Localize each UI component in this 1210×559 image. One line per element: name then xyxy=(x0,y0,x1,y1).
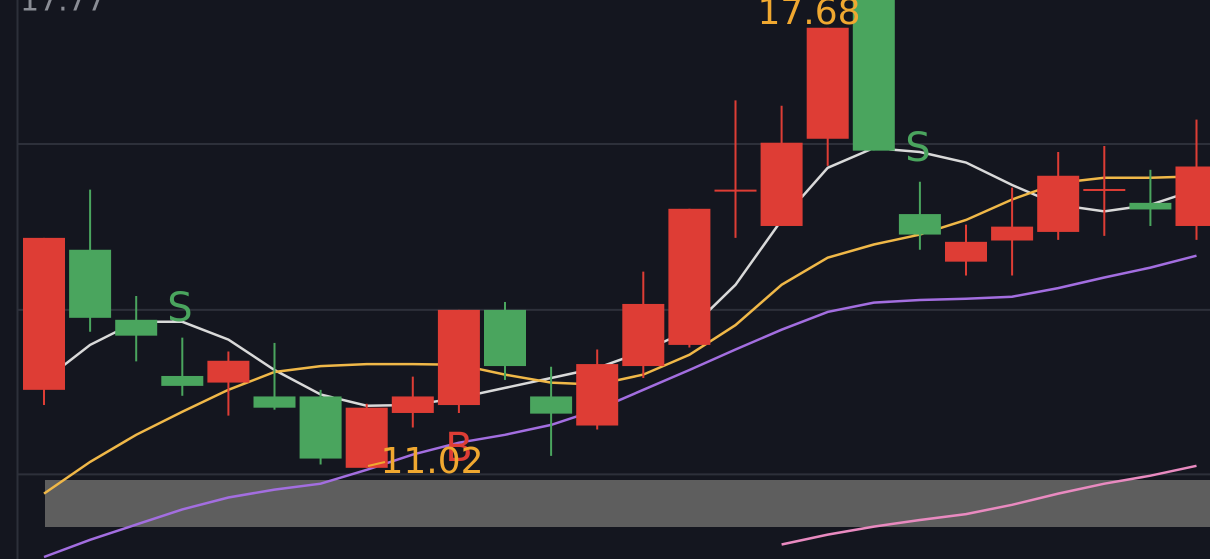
annotation: S xyxy=(167,285,192,331)
candle-body xyxy=(23,237,65,390)
candle-body xyxy=(668,208,711,345)
moving-averages xyxy=(43,146,1197,559)
ma-line xyxy=(781,464,1197,546)
ma-line xyxy=(43,175,1197,495)
candles xyxy=(23,0,1210,468)
grid xyxy=(17,143,1210,476)
ma-line xyxy=(43,146,1197,407)
candle-body xyxy=(714,189,757,192)
annotation: B xyxy=(445,425,472,471)
candle-body xyxy=(945,241,987,262)
candle-body xyxy=(161,375,204,386)
candle-body xyxy=(1175,166,1210,226)
candle-body xyxy=(806,27,849,139)
candle-body xyxy=(991,226,1034,241)
annotation: 17.77 xyxy=(20,0,106,19)
candle-body xyxy=(115,319,158,336)
candle-body xyxy=(1129,202,1172,210)
annotations: 17.77 B 17.68 11.02 S S xyxy=(20,0,931,482)
candle-body xyxy=(622,303,665,367)
candle-body xyxy=(852,0,895,151)
leader-line xyxy=(367,461,386,467)
candle-body xyxy=(391,396,434,413)
candle-body xyxy=(253,396,296,408)
ma-line xyxy=(43,254,1197,559)
candle-body xyxy=(69,249,112,318)
candle-body xyxy=(1037,175,1080,232)
annotation: S xyxy=(905,125,930,171)
overlay-band xyxy=(45,480,1210,527)
candle-body xyxy=(576,364,619,426)
candle-body xyxy=(530,396,573,414)
candle-body xyxy=(207,360,250,383)
candle-body xyxy=(437,309,480,406)
candle-body xyxy=(898,214,941,235)
annotation: 11.02 xyxy=(380,441,483,482)
candle-body xyxy=(484,309,526,367)
candle-body xyxy=(299,396,342,459)
annotation: 17.68 xyxy=(757,0,860,33)
candle-body xyxy=(345,407,388,468)
candle-body xyxy=(760,142,803,226)
candle-body xyxy=(1083,188,1126,191)
